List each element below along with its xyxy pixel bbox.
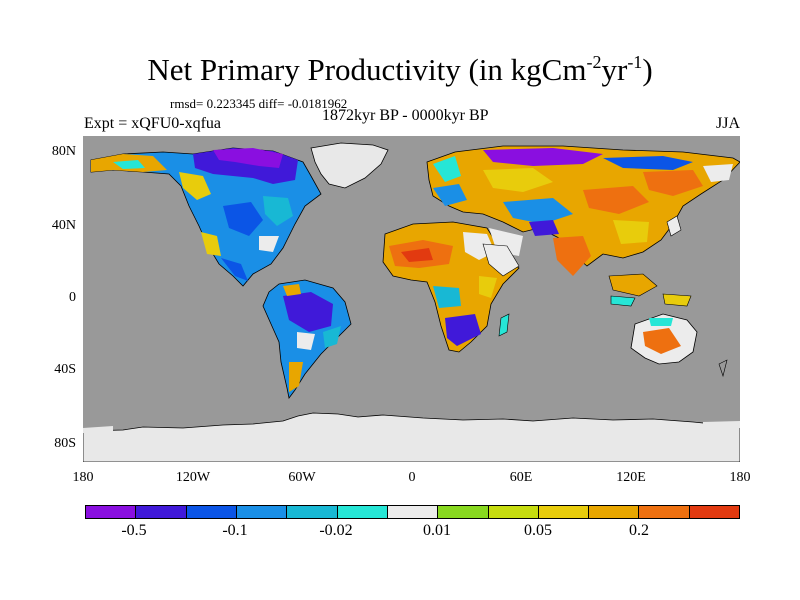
na-southwest xyxy=(201,232,221,256)
colorbar-label: 0.01 xyxy=(423,522,451,539)
lon-label-120w: 120W xyxy=(175,470,211,485)
colorbar-label: -0.1 xyxy=(222,522,248,539)
lon-label-60w: 60W xyxy=(288,470,316,485)
period-label: 1872kyr BP - 0000kyr BP xyxy=(322,107,489,124)
title-exponent-2: -1 xyxy=(627,52,643,72)
colorbar-bin xyxy=(186,506,237,518)
na-east xyxy=(263,196,293,226)
title-text: Net Primary Productivity (in kgCm xyxy=(147,52,587,87)
na-arctic xyxy=(213,148,283,168)
europe xyxy=(433,184,467,206)
new-guinea xyxy=(662,293,692,307)
title-exponent-1: -2 xyxy=(586,52,602,72)
colorbar-bin xyxy=(287,506,338,518)
africa-central xyxy=(445,314,481,346)
sa-north xyxy=(283,284,301,296)
map-title: Net Primary Productivity (in kgCm-2yr-1) xyxy=(0,52,800,88)
colorbar-label: -0.5 xyxy=(121,522,147,539)
lat-label-80s: 80S xyxy=(54,436,76,451)
iran-region xyxy=(529,220,559,236)
lon-label-120e: 120E xyxy=(616,470,646,485)
north-america xyxy=(90,147,322,287)
australia-north xyxy=(649,318,673,326)
colorbar-bin xyxy=(438,506,489,518)
na-canada-w xyxy=(179,172,211,200)
map-panel xyxy=(83,136,740,462)
china-north xyxy=(583,186,649,214)
africa-sahara-red xyxy=(401,248,433,262)
lat-label-40n: 40N xyxy=(51,218,76,233)
greenland xyxy=(310,142,389,189)
lon-label-0: 0 xyxy=(408,470,416,485)
title-close: ) xyxy=(642,52,653,87)
lon-label-180w: 180 xyxy=(72,470,94,485)
sa-center xyxy=(297,332,315,350)
kamchatka xyxy=(703,164,733,182)
stats-line: rmsd= 0.223345 diff= -0.0181962 xyxy=(170,96,348,111)
colorbar-bin xyxy=(387,506,439,518)
arabia xyxy=(482,243,520,277)
sa-east xyxy=(323,326,341,348)
title-unit: yr xyxy=(601,52,628,87)
sa-south xyxy=(289,362,303,392)
new-zealand xyxy=(718,359,728,378)
colorbar-label: 0.2 xyxy=(629,522,649,539)
colorbar-bin xyxy=(236,506,288,518)
colorbar-bin xyxy=(86,506,137,518)
india xyxy=(553,236,591,276)
colorbar-label: -0.02 xyxy=(319,522,353,539)
lat-label-0: 0 xyxy=(69,290,76,305)
na-alaska-c xyxy=(113,160,145,169)
sa-amazon xyxy=(283,292,333,332)
se-asia xyxy=(608,273,658,297)
na-mexico xyxy=(221,258,248,281)
madagascar xyxy=(498,313,510,337)
lon-label-60e: 60E xyxy=(509,470,533,485)
colorbar-bin xyxy=(337,506,388,518)
colorbar-bin xyxy=(639,506,690,518)
lat-label-40s: 40S xyxy=(54,362,76,377)
australia-center xyxy=(643,328,681,354)
central-asia xyxy=(503,198,573,224)
colorbar-bin xyxy=(589,506,640,518)
japan xyxy=(666,215,682,237)
colorbar-bin xyxy=(488,506,539,518)
colorbar-bin xyxy=(136,506,187,518)
russia-central xyxy=(483,168,553,192)
lat-label-80n: 80N xyxy=(51,144,76,159)
colorbar-label: 0.05 xyxy=(524,522,552,539)
indonesia-a xyxy=(610,295,636,307)
na-center xyxy=(223,202,263,236)
experiment-label: Expt = xQFU0-xqfua xyxy=(84,115,222,132)
lon-label-180e: 180 xyxy=(729,470,751,485)
na-south-e xyxy=(259,236,279,252)
world-map xyxy=(83,136,740,462)
colorbar xyxy=(85,505,740,519)
east-siberia xyxy=(643,170,703,196)
siberia-blue xyxy=(603,156,693,170)
africa-congo xyxy=(433,286,461,308)
season-label: JJA xyxy=(715,115,740,132)
siberia-north xyxy=(483,148,603,166)
colorbar-bin xyxy=(689,506,740,518)
africa-east xyxy=(479,276,497,298)
scandinavia xyxy=(433,156,461,182)
china-south xyxy=(613,220,649,244)
colorbar-bin xyxy=(538,506,590,518)
